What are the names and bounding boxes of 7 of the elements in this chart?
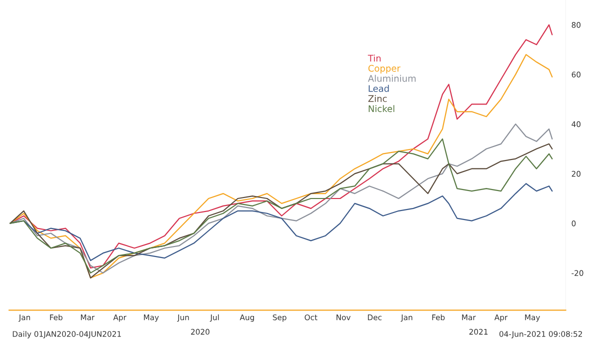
text: Lead (368, 84, 389, 92)
text: Copper (368, 64, 400, 74)
line-series (10, 54, 553, 278)
text: Nickel (368, 105, 394, 112)
text: Zinc (368, 95, 387, 102)
text: Tin (368, 54, 381, 62)
text: Aluminium (368, 74, 416, 82)
